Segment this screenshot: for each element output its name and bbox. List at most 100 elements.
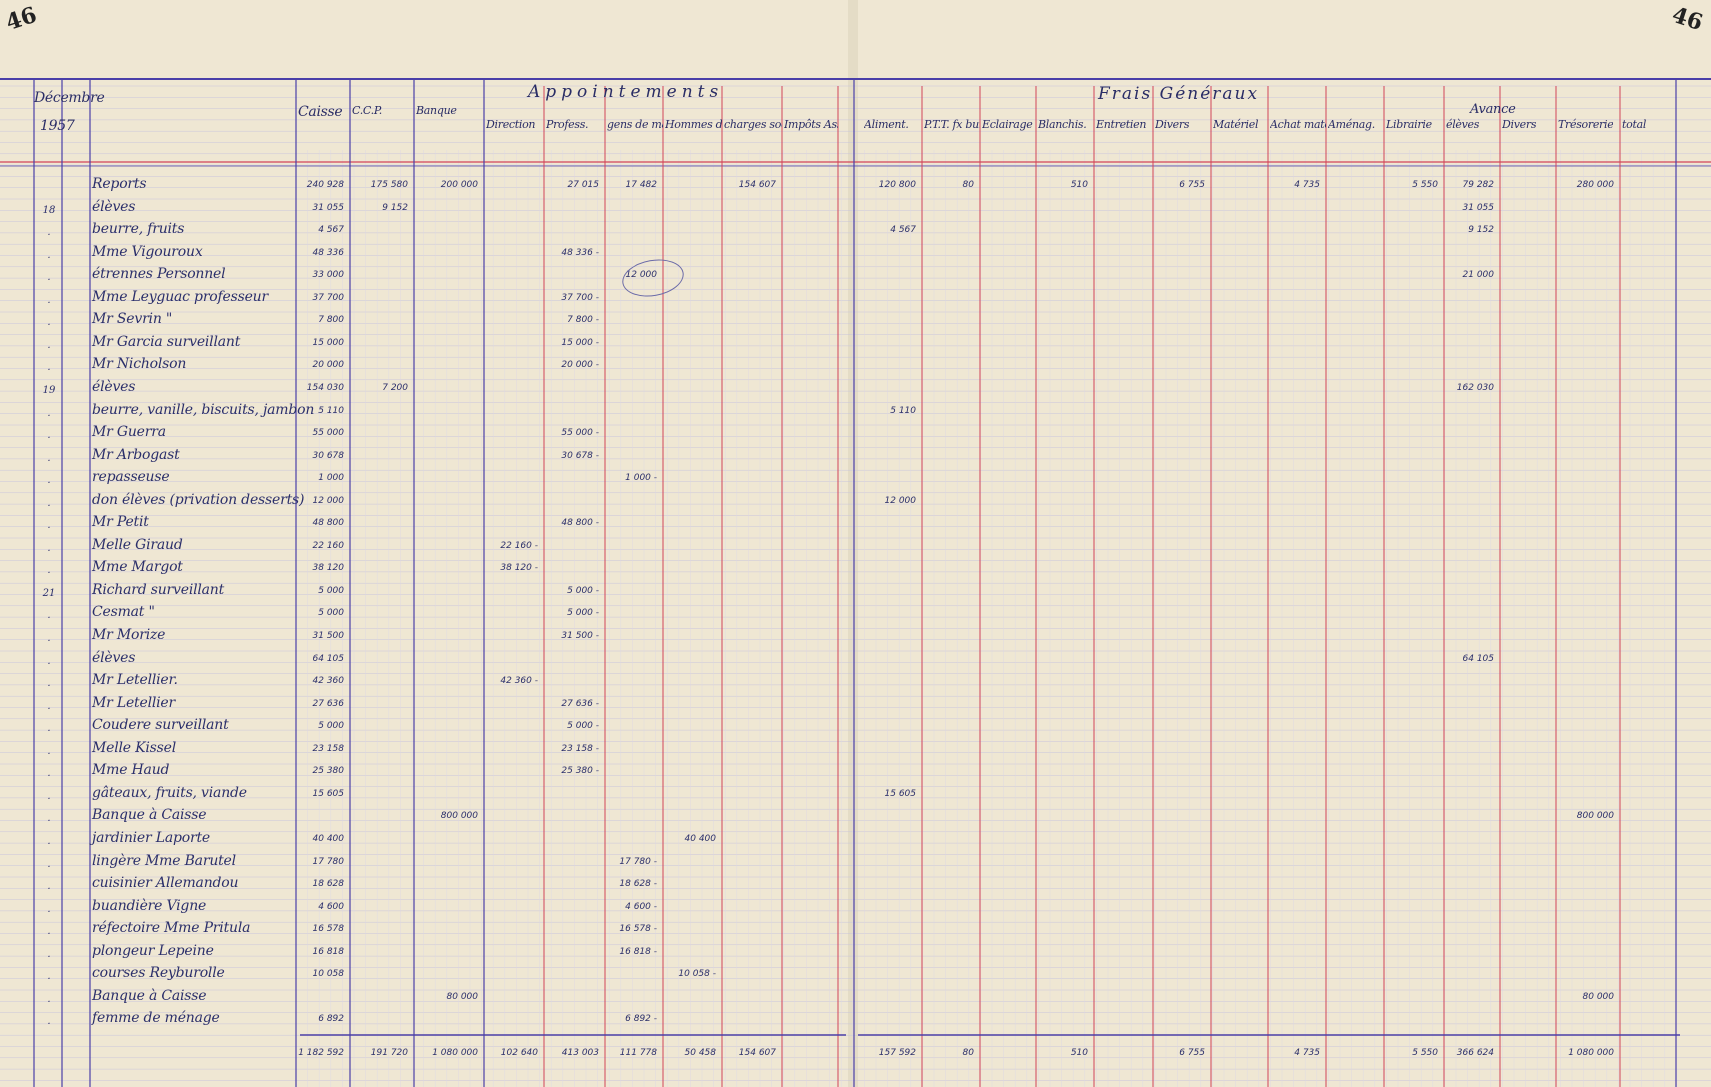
row-day: . <box>47 881 51 893</box>
column-header-gens: gens de maison <box>607 118 663 131</box>
cell-caisse: 7 800 <box>318 315 344 326</box>
cell-ptt: 80 <box>962 180 974 190</box>
row-day: . <box>47 903 51 915</box>
row-label: don élèves (privation desserts) <box>92 491 305 508</box>
column-header-hommes: Hommes de peine <box>665 118 722 131</box>
cell-achat_mat: 4 735 <box>1294 180 1320 190</box>
cell-tresorerie: 800 000 <box>1576 811 1614 822</box>
column-header-entretien: Entretien <box>1096 118 1147 131</box>
row-label: Melle Giraud <box>92 536 183 553</box>
row-label: Coudere surveillant <box>92 717 229 734</box>
total-direction: 102 640 <box>500 1048 538 1058</box>
row-day: . <box>47 993 51 1005</box>
row-label: jardinier Laporte <box>92 829 210 846</box>
cell-librairie: 5 550 <box>1412 180 1438 190</box>
cell-aliment: 120 800 <box>878 180 916 190</box>
cell-caisse: 55 000 <box>312 428 345 439</box>
cell-caisse: 20 000 <box>312 360 345 371</box>
cell-blanchis: 510 <box>1070 180 1088 190</box>
row-label: cuisinier Allemandou <box>92 875 239 892</box>
row-label: Cesmat " <box>92 604 155 621</box>
total-blanchis: 510 <box>1070 1048 1088 1058</box>
cell-gens: 17 482 <box>625 180 658 190</box>
row-label: réfectoire Mme Pritula <box>92 920 251 937</box>
cell-direction: 38 120 - <box>500 563 538 574</box>
cell-caisse: 37 700 <box>312 292 345 303</box>
row-label: Banque à Caisse <box>92 987 207 1004</box>
cell-caisse: 31 055 <box>312 202 345 213</box>
cell-caisse: 48 800 <box>312 518 345 529</box>
cell-caisse: 33 000 <box>312 270 345 281</box>
row-day: . <box>47 475 51 487</box>
cell-profess: 15 000 - <box>561 337 599 348</box>
row-label: Mme Margot <box>92 559 183 576</box>
row-day: . <box>47 858 51 870</box>
row-label: Mr Garcia surveillant <box>92 333 241 350</box>
cell-eleves: 9 152 <box>1468 225 1494 236</box>
cell-profess: 20 000 - <box>561 360 599 371</box>
column-header-divers_fg: Divers <box>1155 118 1190 131</box>
column-header-aliment: Aliment. <box>864 118 909 131</box>
row-day: 19 <box>42 384 56 396</box>
row-day: . <box>47 249 51 261</box>
cell-eleves: 162 030 <box>1456 382 1494 393</box>
cell-gens: 12 000 <box>625 270 658 281</box>
row-day: . <box>47 520 51 532</box>
row-day: . <box>47 272 51 284</box>
row-day: . <box>47 362 51 374</box>
row-day: . <box>47 610 51 622</box>
row-day: . <box>47 948 51 960</box>
column-header-divers_av: Divers <box>1502 118 1537 131</box>
total-ptt: 80 <box>962 1048 974 1058</box>
row-day: . <box>47 497 51 509</box>
cell-caisse: 27 636 <box>312 698 345 709</box>
cell-profess: 31 500 - <box>561 631 599 641</box>
row-label: Mr Nicholson <box>92 356 187 373</box>
cell-caisse: 4 567 <box>318 225 344 236</box>
total-gens: 111 778 <box>619 1048 657 1058</box>
cell-gens: 1 000 - <box>625 473 657 484</box>
total-banque: 1 080 000 <box>432 1048 478 1058</box>
row-label: Mr Sevrin " <box>92 311 173 328</box>
row-label: Melle Kissel <box>92 739 176 756</box>
cell-caisse: 25 380 <box>312 766 345 777</box>
row-day: . <box>47 745 51 757</box>
row-day: . <box>47 452 51 464</box>
cell-ccp: 9 152 <box>382 202 408 213</box>
cell-profess: 48 800 - <box>561 518 599 529</box>
cell-profess: 23 158 - <box>561 743 599 754</box>
row-label: étrennes Personnel <box>92 266 226 283</box>
total-divers_fg: 6 755 <box>1179 1048 1205 1058</box>
total-ccp: 191 720 <box>370 1048 408 1058</box>
row-day: . <box>47 633 51 644</box>
row-label: Mme Vigouroux <box>92 243 203 260</box>
cell-aliment: 15 605 <box>884 788 917 799</box>
row-label: plongeur Lepeine <box>92 942 214 959</box>
cell-caisse: 22 160 <box>312 540 345 551</box>
cell-caisse: 5 000 <box>318 585 344 596</box>
header-group-frais-generaux: Frais Généraux <box>1098 84 1260 104</box>
cell-caisse: 40 400 <box>312 833 345 844</box>
cell-caisse: 16 818 <box>312 946 345 957</box>
cell-tresorerie: 80 000 <box>1582 991 1615 1002</box>
row-label: Mr Morize <box>92 627 166 643</box>
header-group-appointements: Appointements <box>528 82 724 102</box>
row-label: femme de ménage <box>92 1010 220 1027</box>
cell-caisse: 17 780 <box>312 856 345 867</box>
cell-gens: 16 578 - <box>619 924 657 935</box>
row-label: gâteaux, fruits, viande <box>92 784 247 801</box>
row-label: Mr Arbogast <box>92 446 180 463</box>
row-label: Mme Haud <box>92 762 170 779</box>
cell-caisse: 23 158 <box>312 743 345 754</box>
cell-gens: 6 892 - <box>625 1014 657 1025</box>
row-day: . <box>47 926 51 938</box>
row-label: élèves <box>92 198 136 215</box>
column-header-caisse: Caisse <box>298 104 343 120</box>
row-label: élèves <box>92 649 136 666</box>
total-hommes: 50 458 <box>684 1048 717 1058</box>
cell-direction: 42 360 - <box>500 676 538 687</box>
cell-direction: 22 160 - <box>500 540 538 551</box>
row-day: . <box>47 655 51 667</box>
cell-caisse: 4 600 <box>318 901 344 912</box>
